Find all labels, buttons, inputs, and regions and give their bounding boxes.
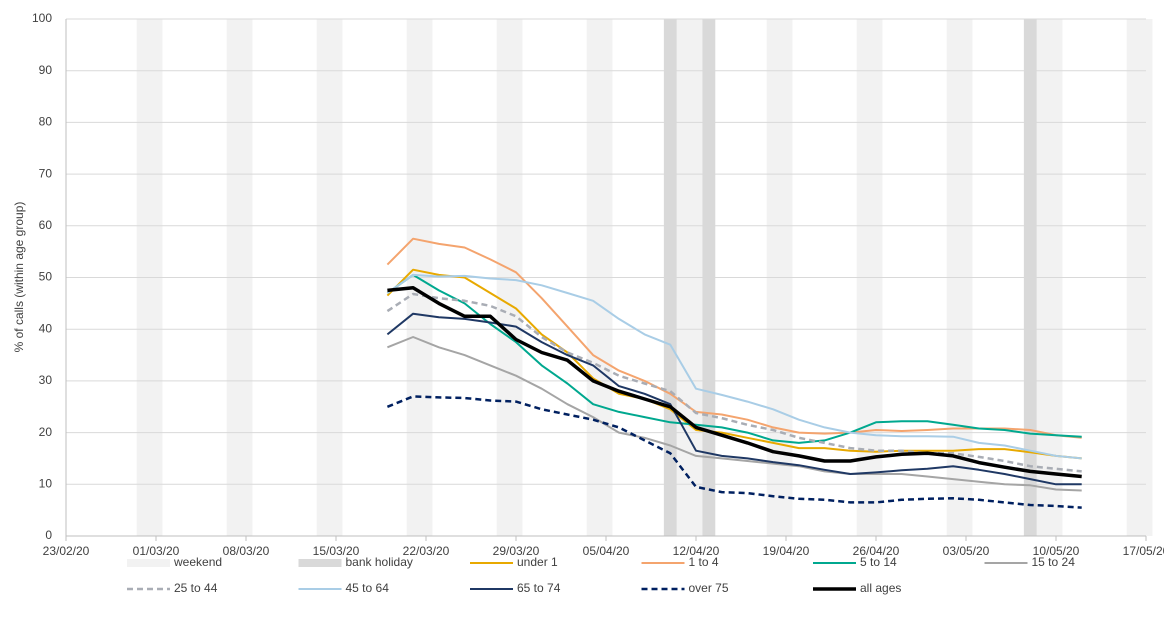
legend-label: 15 to 24 bbox=[1032, 555, 1076, 569]
legend-label: 25 to 44 bbox=[174, 581, 218, 595]
series-line bbox=[387, 336, 1082, 492]
y-tick-label: 80 bbox=[39, 115, 53, 129]
series-line bbox=[387, 286, 1082, 479]
legend-label: 1 to 4 bbox=[689, 555, 719, 569]
series-line bbox=[386, 395, 1082, 509]
legend-label: under 1 bbox=[517, 555, 558, 569]
y-tick-label: 20 bbox=[39, 425, 53, 439]
legend-label: weekend bbox=[173, 555, 222, 569]
x-tick-label: 01/03/20 bbox=[133, 544, 180, 558]
x-tick-label: 29/03/20 bbox=[493, 544, 540, 558]
series-line bbox=[386, 273, 1082, 460]
legend-label: bank holiday bbox=[346, 555, 413, 569]
legend-label: all ages bbox=[860, 581, 901, 595]
series-line bbox=[386, 268, 1082, 460]
y-tick-label: 30 bbox=[39, 373, 53, 387]
x-tick-label: 17/05/20 bbox=[1123, 544, 1164, 558]
y-tick-label: 10 bbox=[39, 476, 53, 490]
x-tick-label: 19/04/20 bbox=[763, 544, 810, 558]
x-tick-label: 12/04/20 bbox=[673, 544, 720, 558]
y-tick-label: 100 bbox=[32, 11, 52, 25]
x-tick-label: 26/04/20 bbox=[853, 544, 900, 558]
x-tick-label: 08/03/20 bbox=[223, 544, 270, 558]
x-tick-label: 05/04/20 bbox=[583, 544, 630, 558]
y-tick-label: 60 bbox=[39, 218, 53, 232]
series-line bbox=[386, 292, 1082, 473]
y-tick-label: 0 bbox=[45, 528, 52, 542]
legend-label: over 75 bbox=[689, 581, 729, 595]
y-tick-label: 90 bbox=[39, 63, 53, 77]
legend-label: 65 to 74 bbox=[517, 581, 561, 595]
legend-label: 5 to 14 bbox=[860, 555, 897, 569]
x-tick-label: 15/03/20 bbox=[313, 544, 360, 558]
y-axis-label: % of calls (within age group) bbox=[12, 202, 26, 353]
series-line bbox=[386, 237, 1082, 439]
y-tick-label: 70 bbox=[39, 166, 53, 180]
x-tick-label: 22/03/20 bbox=[403, 544, 450, 558]
x-tick-label: 23/02/20 bbox=[43, 544, 90, 558]
y-tick-label: 50 bbox=[39, 270, 53, 284]
legend-swatch bbox=[127, 559, 170, 567]
y-tick-label: 40 bbox=[39, 321, 53, 335]
x-tick-label: 10/05/20 bbox=[1033, 544, 1080, 558]
series-line bbox=[386, 312, 1082, 486]
legend-label: 45 to 64 bbox=[346, 581, 390, 595]
x-tick-label: 03/05/20 bbox=[943, 544, 990, 558]
legend-swatch bbox=[298, 559, 342, 567]
series-line bbox=[386, 273, 1082, 444]
